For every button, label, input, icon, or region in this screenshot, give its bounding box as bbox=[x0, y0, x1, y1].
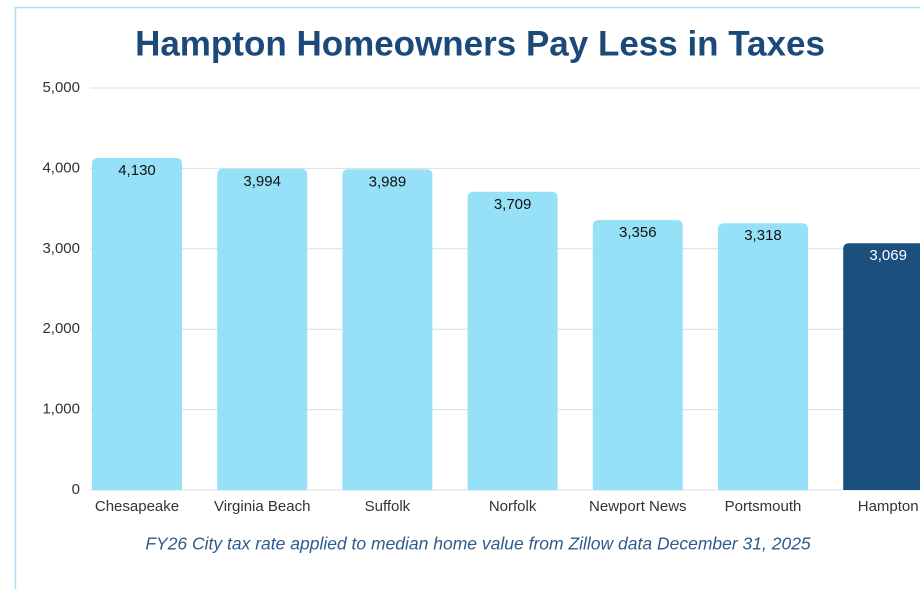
data-label: 4,130 bbox=[118, 162, 156, 179]
x-tick-label: Newport News bbox=[589, 498, 687, 515]
data-label: 3,318 bbox=[744, 227, 782, 244]
y-tick-label: 5,000 bbox=[42, 79, 80, 96]
bar bbox=[843, 243, 920, 490]
bar bbox=[592, 220, 683, 490]
data-label: 3,994 bbox=[243, 173, 281, 190]
x-tick-label: Suffolk bbox=[365, 498, 411, 515]
x-tick-label: Hampton bbox=[858, 498, 919, 515]
data-label: 3,709 bbox=[494, 196, 532, 213]
y-tick-label: 0 bbox=[72, 481, 80, 498]
x-tick-label: Norfolk bbox=[489, 498, 537, 515]
y-tick-label: 2,000 bbox=[42, 320, 80, 337]
data-label: 3,989 bbox=[369, 173, 407, 190]
y-tick-label: 3,000 bbox=[42, 240, 80, 257]
bar bbox=[217, 168, 308, 491]
chart-title: Hampton Homeowners Pay Less in Taxes bbox=[135, 24, 825, 63]
x-tick-label: Chesapeake bbox=[95, 498, 179, 515]
bar bbox=[92, 157, 182, 490]
bar bbox=[718, 223, 808, 491]
data-label: 3,356 bbox=[619, 224, 657, 241]
y-tick-label: 1,000 bbox=[42, 401, 80, 418]
x-tick-label: Virginia Beach bbox=[214, 498, 310, 515]
bar bbox=[342, 169, 433, 490]
bar bbox=[467, 191, 558, 491]
y-tick-label: 4,000 bbox=[42, 159, 80, 176]
data-label: 3,069 bbox=[869, 247, 907, 264]
footnote: FY26 City tax rate applied to median hom… bbox=[145, 534, 811, 554]
x-tick-label: Portsmouth bbox=[725, 498, 802, 515]
